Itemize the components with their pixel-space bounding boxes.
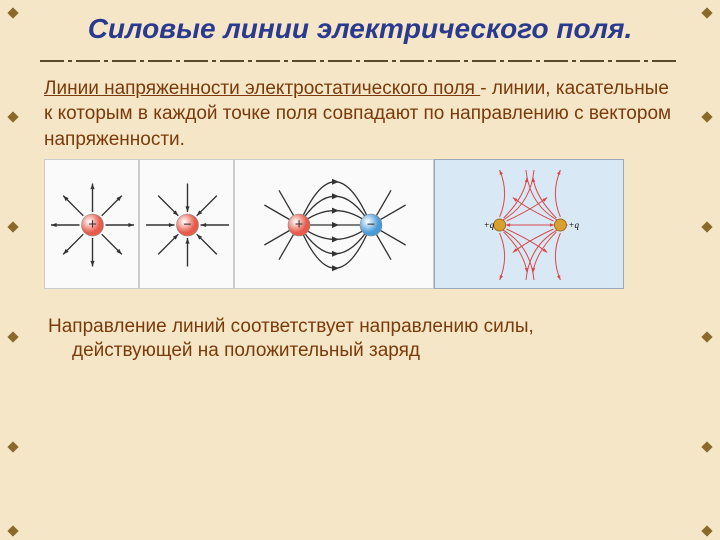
definition-paragraph: Линии напряженности электростатического … [44,76,676,153]
diagram-dipole: + − [234,159,434,289]
bottom-line1: Направление линий соответствует направле… [48,316,534,337]
diagram-row: + − + − +q +q [44,159,676,289]
diagram-two-positive: +q +q [434,159,624,289]
svg-text:+: + [295,217,303,233]
decor-diamond [6,440,20,454]
diagram-positive-charge: + [44,159,139,289]
svg-text:−: − [367,217,375,233]
divider [40,60,680,62]
decor-diamond [700,110,714,124]
decor-diamond [6,110,20,124]
decor-diamond [700,6,714,20]
diagram-negative-charge: − [139,159,234,289]
svg-text:+q: +q [484,220,495,230]
decor-diamond [700,220,714,234]
decor-diamond [700,330,714,344]
decor-diamond [700,524,714,538]
bottom-text: Направление линий соответствует направле… [44,315,676,364]
decor-diamond [6,6,20,20]
decor-diamond [6,220,20,234]
svg-text:+: + [88,217,96,233]
svg-text:+q: +q [568,220,579,230]
decor-diamond [6,330,20,344]
definition-term: Линии напряженности электростатического … [44,78,480,99]
bottom-line2: действующей на положительный заряд [48,339,676,364]
decor-diamond [6,524,20,538]
page-title: Силовые линии электрического поля. [0,0,720,54]
decor-diamond [700,440,714,454]
svg-text:−: − [183,217,191,233]
